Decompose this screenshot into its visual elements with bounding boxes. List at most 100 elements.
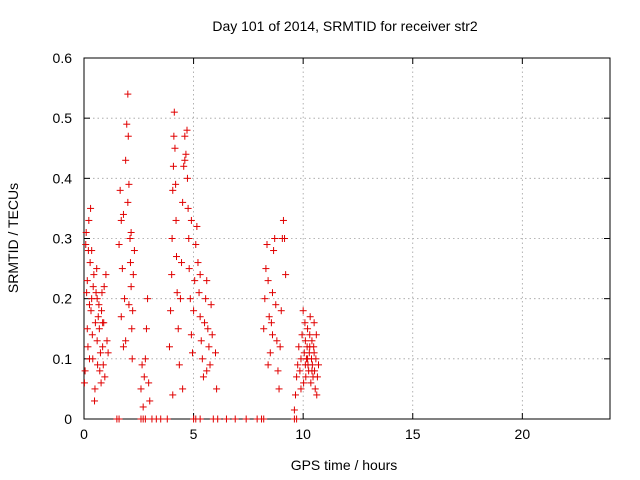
x-tick-label: 0 [80,426,88,442]
data-point [194,259,202,267]
data-point [301,337,309,345]
data-point [138,361,146,369]
data-point [197,337,205,345]
data-point [304,325,312,333]
data-point [146,397,154,405]
data-point [102,271,110,279]
data-point [116,186,124,194]
data-point [205,343,213,351]
data-point [196,415,204,423]
data-point [196,271,204,279]
data-point [130,247,138,255]
data-point [124,90,132,98]
data-point [281,235,289,242]
data-point [99,319,107,327]
data-point [115,241,123,249]
data-point [293,415,301,423]
y-tick-label: 0.4 [53,170,73,186]
data-point [145,379,153,387]
data-point [222,415,230,423]
data-point [206,361,214,369]
data-point [129,307,137,315]
data-point [179,198,187,206]
data-point [207,301,215,309]
data-point [291,391,299,399]
x-tick-label: 5 [190,426,198,442]
data-point [95,325,103,333]
data-point [199,373,207,381]
data-point [121,295,129,303]
plot-frame [83,57,611,420]
data-point [88,247,96,255]
data-point [169,186,177,194]
data-point [98,307,106,315]
data-point [97,379,105,387]
data-point [193,222,201,230]
data-point [174,325,182,333]
data-point [179,385,187,393]
data-point [262,265,270,273]
data-point [310,319,318,327]
data-point [127,283,135,291]
data-point [308,337,316,345]
data-point [306,313,314,321]
data-point [91,319,99,327]
x-axis-label: GPS time / hours [291,457,398,473]
data-point [181,156,189,164]
data-point [304,355,312,363]
data-point [271,235,279,242]
data-point [204,325,212,333]
data-point [296,367,304,375]
data-point [173,289,181,297]
data-point [170,132,178,140]
axis-ticks: 0 5 10 15 20 0 0.1 0.2 0.3 0.4 0.5 0.6 [53,50,610,442]
data-point [272,301,280,309]
data-point [214,415,222,423]
data-point [83,289,91,297]
data-point [307,379,315,387]
x-tick-label: 10 [295,426,311,442]
y-tick-label: 0.2 [53,291,73,307]
data-point [104,349,112,357]
data-point [84,343,92,351]
data-point [80,379,88,387]
data-point [119,343,127,351]
data-point [276,343,284,351]
data-point [124,132,132,140]
data-point [85,355,93,363]
data-point [123,120,131,128]
data-point [93,337,101,345]
data-point [299,307,307,315]
data-point [231,415,239,423]
data-point [184,204,192,212]
data-point [99,343,107,351]
data-point [180,162,188,170]
data-point [294,361,302,369]
data-point [301,361,309,369]
data-point [277,307,285,315]
data-point [202,295,210,303]
data-point [187,216,195,224]
data-point [125,180,133,188]
data-point [137,385,145,393]
data-point [128,325,136,333]
data-point [203,367,211,375]
data-point [212,349,219,357]
data-point [201,319,209,327]
x-tick-label: 20 [515,426,531,442]
data-point [185,235,193,242]
y-tick-label: 0.1 [53,351,73,367]
x-tick-label: 15 [405,426,421,442]
data-point [93,295,101,303]
data-point [98,289,106,297]
data-point [96,367,104,375]
data-point [186,295,194,303]
data-point [213,385,221,393]
data-point [203,277,211,285]
data-point [95,301,103,309]
data-point [142,325,150,333]
data-point [124,198,132,206]
data-point [144,295,152,303]
y-tick-label: 0.6 [53,50,73,66]
data-point [91,397,99,405]
